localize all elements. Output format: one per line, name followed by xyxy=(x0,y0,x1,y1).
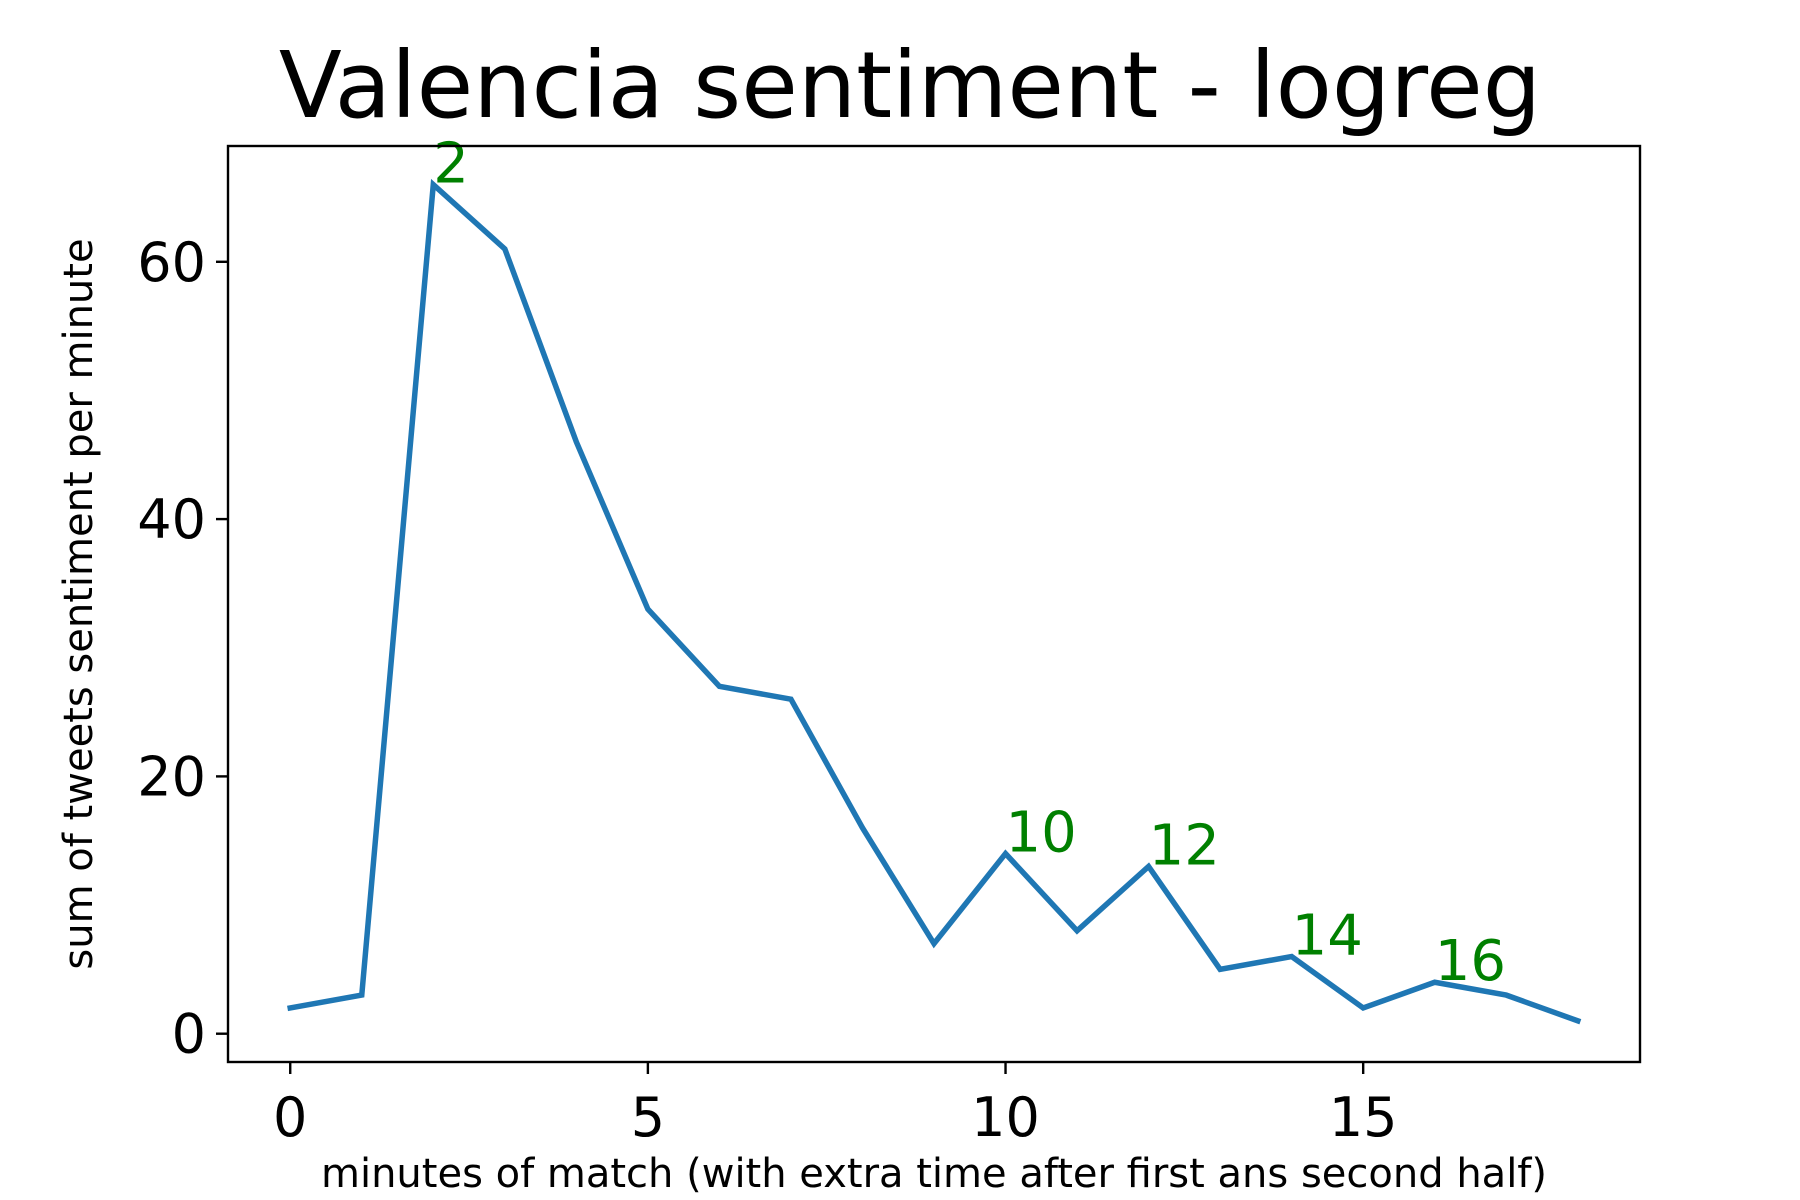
x-axis-label: minutes of match (with extra time after … xyxy=(321,1151,1547,1197)
y-tick-label: 20 xyxy=(137,745,206,808)
x-tick-label: 5 xyxy=(631,1086,665,1149)
point-annotation: 14 xyxy=(1292,904,1363,969)
y-tick-label: 0 xyxy=(172,1003,206,1066)
x-axis: 0 5 10 15 xyxy=(273,1062,1398,1149)
x-tick-label: 15 xyxy=(1329,1086,1398,1149)
y-tick-label: 60 xyxy=(137,231,206,294)
point-annotation: 10 xyxy=(1006,801,1077,866)
point-annotation: 2 xyxy=(433,132,469,197)
plot-area: 2 10 12 14 16 xyxy=(287,132,1582,1025)
point-annotation: 16 xyxy=(1435,929,1506,994)
y-axis: 0 20 40 60 xyxy=(137,231,228,1066)
x-tick-label: 0 xyxy=(273,1086,307,1149)
point-annotation: 12 xyxy=(1149,813,1220,878)
plot-frame xyxy=(226,144,1642,1064)
x-tick-label: 10 xyxy=(971,1086,1040,1149)
chart-title: Valencia sentiment - logreg xyxy=(279,32,1541,139)
series-line-0 xyxy=(287,178,1582,1025)
y-tick-label: 40 xyxy=(137,488,206,551)
y-axis-label: sum of tweets sentiment per minute xyxy=(56,238,102,969)
